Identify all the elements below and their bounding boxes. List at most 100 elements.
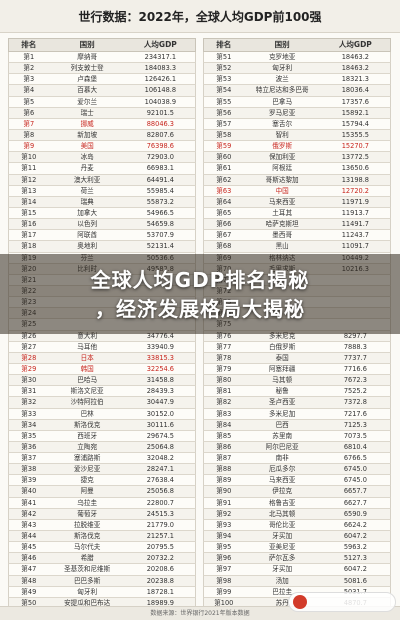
table-header-right: 排名 国别 人均GDP: [203, 38, 391, 52]
country-cell: 马来西亚: [268, 476, 296, 485]
rank-cell: 第10: [21, 153, 37, 162]
rank-cell: 第5: [23, 97, 35, 106]
gdp-cell: 30447.9: [146, 398, 175, 407]
gdp-cell: 66983.1: [146, 164, 175, 173]
country-cell: 意大利: [77, 331, 98, 340]
rank-cell: 第56: [216, 108, 232, 117]
country-cell: 哥斯达黎加: [265, 175, 299, 184]
gdp-cell: 15892.1: [341, 108, 370, 117]
rank-cell: 第34: [21, 420, 37, 429]
gdp-cell: 21257.1: [146, 532, 175, 541]
country-cell: 土耳其: [272, 208, 293, 217]
table-row: 第78 泰国 7737.7: [203, 352, 391, 364]
country-cell: 马来西亚: [268, 197, 296, 206]
rank-cell: 第96: [216, 554, 232, 563]
table-row: 第6 瑞士 92101.5: [8, 107, 196, 119]
gdp-cell: 28247.1: [146, 465, 175, 474]
gdp-cell: 18989.9: [146, 598, 175, 607]
table-row: 第48 巴巴多斯 20238.8: [8, 575, 196, 587]
country-cell: 塞浦路斯: [73, 454, 101, 463]
table-row: 第26 意大利 34776.4: [8, 330, 196, 342]
gdp-cell: 13772.5: [341, 153, 370, 162]
country-cell: 日本: [80, 353, 94, 362]
country-cell: 挪威: [80, 119, 94, 128]
rank-cell: 第18: [21, 242, 37, 251]
gdp-cell: 104038.9: [144, 97, 177, 106]
table-row: 第54 特立尼达和多巴哥 18036.4: [203, 85, 391, 97]
country-cell: 哥伦比亚: [268, 520, 296, 529]
gdp-cell: 53707.9: [146, 231, 175, 240]
gdp-cell: 32254.6: [146, 364, 175, 373]
table-row: 第52 匈牙利 18463.2: [203, 63, 391, 75]
rank-cell: 第49: [21, 587, 37, 596]
table-row: 第47 圣基茨和尼维斯 20208.6: [8, 564, 196, 576]
country-cell: 列支敦士登: [70, 64, 104, 73]
col-rank-header: 排名: [216, 40, 232, 49]
table-row: 第57 塞舌尔 15794.4: [203, 118, 391, 130]
table-row: 第42 葡萄牙 24515.3: [8, 508, 196, 520]
country-cell: 新加坡: [77, 130, 98, 139]
gdp-cell: 15355.5: [341, 130, 370, 139]
table-row: 第86 阿尔巴尼亚 6810.4: [203, 441, 391, 454]
gdp-cell: 82807.6: [146, 130, 175, 139]
table-row: 第76 多米尼克 8297.7: [203, 330, 391, 342]
rank-cell: 第78: [216, 353, 232, 362]
rank-cell: 第48: [21, 576, 37, 585]
gdp-cell: 27638.4: [146, 476, 175, 485]
country-cell: 罗马尼亚: [268, 108, 296, 117]
table-row: 第61 阿根廷 13650.6: [203, 163, 391, 175]
country-cell: 泰国: [275, 353, 289, 362]
country-cell: 智利: [275, 130, 289, 139]
country-cell: 圣卢西亚: [268, 398, 296, 407]
gdp-cell: 11243.7: [341, 231, 370, 240]
rank-cell: 第11: [21, 164, 37, 173]
table-row: 第11 丹麦 66983.1: [8, 163, 196, 175]
rank-cell: 第35: [21, 431, 37, 440]
rank-cell: 第7: [23, 119, 35, 128]
country-cell: 巴拿马: [272, 97, 293, 106]
table-row: 第51 克罗地亚 18463.2: [203, 52, 391, 64]
rank-cell: 第51: [216, 53, 232, 61]
table-row: 第1 摩纳哥 234317.1: [8, 52, 196, 64]
table-row: 第43 拉脱维亚 21779.0: [8, 519, 196, 532]
rank-cell: 第82: [216, 398, 232, 407]
gdp-cell: 20208.6: [146, 565, 175, 574]
country-cell: 黑山: [275, 242, 289, 251]
col-rank-header: 排名: [21, 40, 37, 49]
table-row: 第31 斯洛文尼亚 28439.3: [8, 386, 196, 398]
rank-cell: 第37: [21, 454, 37, 463]
table-header-left: 排名 国别 人均GDP: [8, 38, 196, 52]
table-row: 第49 匈牙利 18728.1: [8, 586, 196, 598]
table-row: 第37 塞浦路斯 32048.2: [8, 453, 196, 465]
table-row: 第66 哈萨克斯坦 11491.7: [203, 219, 391, 231]
col-country-header: 国别: [274, 40, 290, 49]
table-row: 第60 保加利亚 13772.5: [203, 152, 391, 164]
rank-cell: 第67: [216, 231, 232, 240]
table-row: 第65 土耳其 11913.7: [203, 207, 391, 220]
gdp-cell: 34776.4: [146, 331, 175, 340]
country-cell: 巴哈马: [77, 376, 98, 385]
rank-cell: 第28: [21, 353, 37, 362]
rank-cell: 第88: [216, 465, 232, 474]
table-row: 第58 智利 15355.5: [203, 129, 391, 142]
rank-cell: 第89: [216, 476, 232, 485]
rank-cell: 第43: [21, 520, 37, 529]
gdp-cell: 11913.7: [341, 208, 370, 217]
gdp-cell: 5081.6: [343, 576, 367, 585]
table-row: 第18 奥地利 52131.4: [8, 241, 196, 253]
gdp-cell: 24515.3: [146, 509, 175, 518]
gdp-cell: 30152.0: [146, 409, 175, 418]
gdp-cell: 25064.8: [146, 442, 175, 451]
gdp-cell: 6745.0: [343, 476, 367, 485]
gdp-cell: 6810.4: [343, 442, 367, 451]
watermark-logo-icon: [293, 595, 307, 609]
country-cell: 百慕大: [77, 86, 98, 95]
gdp-cell: 32048.2: [146, 454, 175, 463]
table-row: 第95 亚美尼亚 5963.2: [203, 542, 391, 554]
table-row: 第64 马来西亚 11971.9: [203, 196, 391, 208]
country-cell: 阿塞拜疆: [268, 364, 296, 373]
rank-cell: 第2: [23, 64, 35, 73]
country-cell: 瑞士: [80, 108, 94, 117]
watermark-badge[interactable]: [288, 592, 396, 612]
rank-cell: 第55: [216, 97, 232, 106]
